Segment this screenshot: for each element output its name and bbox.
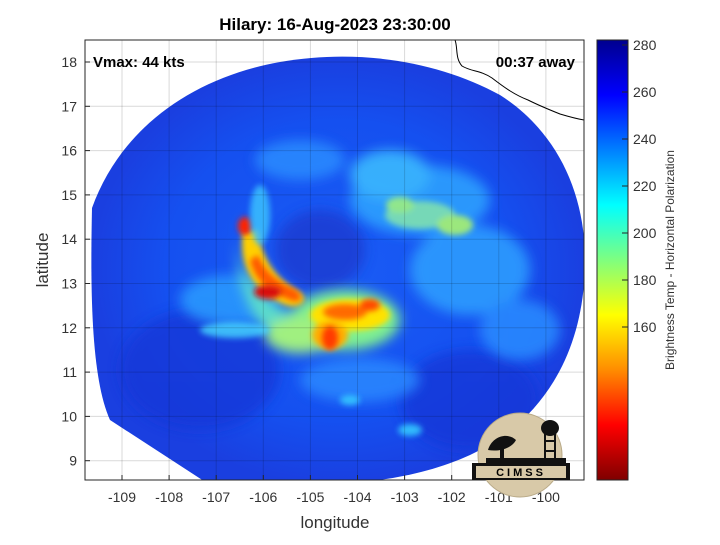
- x-tick-label: -108: [155, 489, 183, 505]
- colorbar-ticks: 280 260 240 220 200 180 160: [622, 37, 657, 335]
- time-away-label: 00:37 away: [496, 54, 576, 71]
- y-tick-label: 17: [61, 98, 77, 114]
- y-tick-label: 12: [61, 320, 77, 336]
- satellite-dish-icon: [488, 435, 516, 451]
- map-grid: [85, 40, 584, 480]
- y-tick-label: 11: [62, 364, 77, 380]
- colorbar-tick-label: 260: [633, 84, 657, 100]
- x-tick-label: -103: [391, 489, 419, 505]
- x-axis-label: longitude: [300, 513, 369, 532]
- cimss-logo: CIMSS: [472, 412, 570, 498]
- colorbar-tick-label: 180: [633, 272, 657, 288]
- y-tick-label: 9: [69, 453, 77, 469]
- colorbar-tick-label: 160: [633, 319, 657, 335]
- colorbar-tick-label: 240: [633, 131, 657, 147]
- coastline: [454, 40, 584, 121]
- x-tick-label: -107: [202, 489, 230, 505]
- y-tick-label: 18: [61, 54, 77, 70]
- colorbar-gradient: [596, 39, 629, 481]
- y-tick-label: 14: [61, 231, 77, 247]
- map-axes-frame: [84, 39, 585, 481]
- x-tick-label: -106: [249, 489, 277, 505]
- y-tick-label: 10: [61, 408, 77, 424]
- x-tick-label: -104: [343, 489, 371, 505]
- brightness-temp-swath: [91, 56, 584, 480]
- y-tick-label: 13: [61, 276, 77, 292]
- x-tick-label: -109: [108, 489, 136, 505]
- y-axis-label: latitude: [33, 233, 52, 288]
- y-tick-label: 16: [61, 143, 77, 159]
- colorbar: 280 260 240 220 200 180 160 Brightness Temp - …: [596, 37, 677, 481]
- x-tick-label: -105: [296, 489, 324, 505]
- vmax-label: Vmax: 44 kts: [93, 54, 185, 71]
- colorbar-label: Brightness Temp - Horizontal Polarizatio…: [663, 150, 677, 370]
- colorbar-tick-label: 220: [633, 178, 657, 194]
- water-tower-icon: [541, 420, 559, 436]
- colorbar-tick-label: 280: [633, 37, 657, 53]
- y-axis-ticks: 18 17 16 15 14 13 12 11 10 9: [61, 54, 90, 469]
- logo-text: CIMSS: [496, 467, 546, 479]
- y-tick-label: 15: [61, 187, 77, 203]
- colorbar-tick-label: 200: [633, 225, 657, 241]
- x-tick-label: -102: [438, 489, 466, 505]
- x-axis-ticks: -109 -108 -107 -106 -105 -104 -103 -102 -101 -100: [108, 475, 560, 505]
- map-title: Hilary: 16-Aug-2023 23:30:00: [219, 15, 451, 34]
